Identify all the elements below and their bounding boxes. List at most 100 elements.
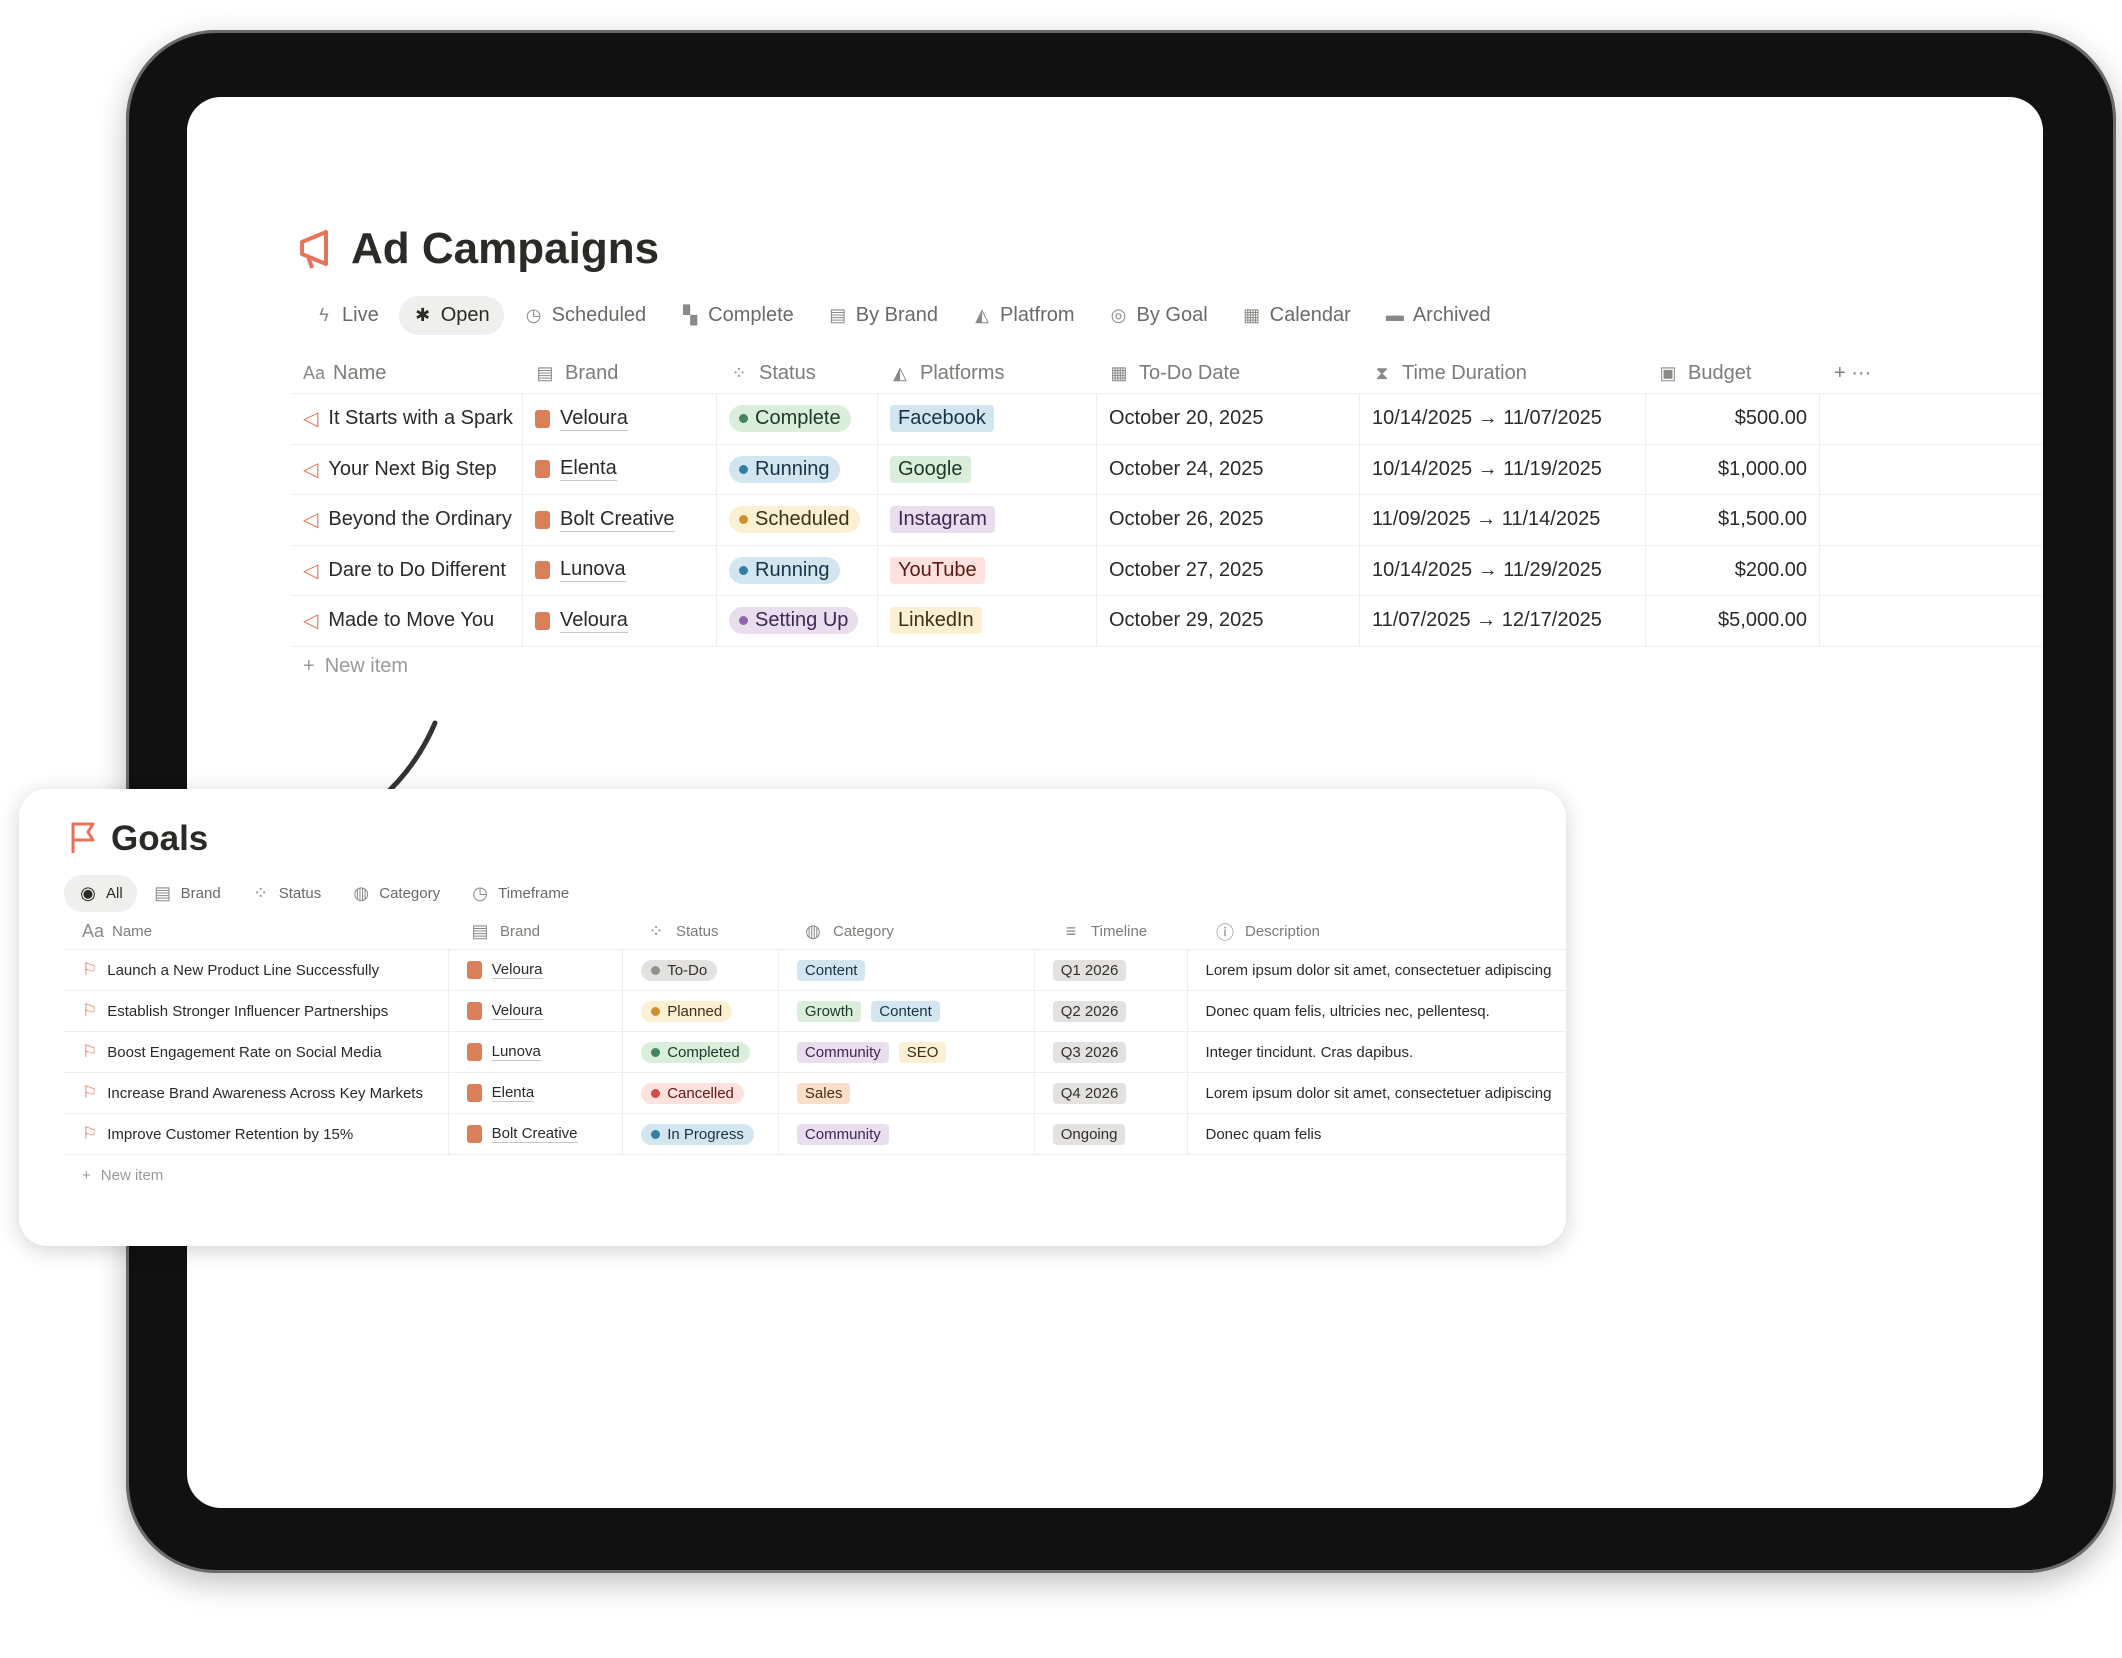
new-item-button[interactable]: + New item: [82, 1167, 163, 1184]
brand-cell[interactable]: Bolt Creative: [449, 1114, 624, 1154]
column-header-status[interactable]: ⁘ Status: [628, 911, 785, 952]
column-header-status[interactable]: ⁘ Status: [717, 348, 878, 399]
column-header-name[interactable]: Aa Name: [291, 348, 523, 399]
column-header-brand[interactable]: ▤ Brand: [523, 348, 717, 399]
description-cell[interactable]: Lorem ipsum dolor sit amet, consectetuer…: [1188, 950, 1567, 990]
column-header-name[interactable]: Aa Name: [64, 911, 452, 952]
name-cell[interactable]: ◁ It Starts with a Spark: [291, 394, 523, 444]
status-cell[interactable]: Cancelled: [623, 1073, 779, 1113]
brand-cell[interactable]: Veloura: [449, 991, 624, 1031]
tab-status[interactable]: ⁘ Status: [237, 875, 336, 912]
tab-timeframe[interactable]: ◷ Timeframe: [456, 875, 583, 912]
column-header-description[interactable]: ⓘ Description: [1197, 911, 1566, 952]
todo-date-cell[interactable]: October 26, 2025: [1097, 495, 1360, 545]
column-header-platforms[interactable]: ◭ Platforms: [878, 348, 1097, 399]
duration-cell[interactable]: 10/14/2025 → 11/07/2025: [1360, 394, 1646, 444]
table-row[interactable]: ⚐ Launch a New Product Line Successfully V…: [64, 949, 1566, 990]
status-cell[interactable]: Running: [717, 444, 878, 494]
timeline-cell[interactable]: Ongoing: [1035, 1114, 1188, 1154]
platform-cell[interactable]: Google: [878, 444, 1097, 494]
status-cell[interactable]: In Progress: [623, 1114, 779, 1154]
table-row[interactable]: ◁ Beyond the Ordinary Bolt Creative Schedul…: [291, 494, 2043, 545]
status-cell[interactable]: Complete: [717, 394, 878, 444]
status-cell[interactable]: To-Do: [623, 950, 779, 990]
tab-brand[interactable]: ▤ Brand: [139, 875, 235, 912]
table-row[interactable]: ⚐ Boost Engagement Rate on Social Media Lu…: [64, 1031, 1566, 1072]
tab-by-goal[interactable]: ◎ By Goal: [1095, 296, 1222, 335]
name-cell[interactable]: ⚐ Boost Engagement Rate on Social Media: [64, 1032, 449, 1072]
tab-calendar[interactable]: ▦ Calendar: [1228, 296, 1365, 335]
brand-cell[interactable]: Veloura: [449, 950, 624, 990]
name-cell[interactable]: ◁ Dare to Do Different: [291, 545, 523, 595]
duration-cell[interactable]: 10/14/2025 → 11/29/2025: [1360, 545, 1646, 595]
description-cell[interactable]: Donec quam felis: [1188, 1114, 1567, 1154]
status-cell[interactable]: Setting Up: [717, 596, 878, 646]
budget-cell[interactable]: $200.00: [1646, 545, 1820, 595]
tab-all[interactable]: ◉ All: [64, 875, 137, 912]
tab-scheduled[interactable]: ◷ Scheduled: [510, 296, 661, 335]
category-cell[interactable]: Sales: [779, 1073, 1035, 1113]
table-row[interactable]: ◁ It Starts with a Spark Veloura Complete Fa…: [291, 393, 2043, 444]
name-cell[interactable]: ◁ Your Next Big Step: [291, 444, 523, 494]
brand-link[interactable]: Bolt Creative: [491, 1125, 578, 1143]
category-cell[interactable]: Community: [779, 1114, 1035, 1154]
status-cell[interactable]: Planned: [623, 991, 779, 1031]
brand-link[interactable]: Elenta: [560, 457, 617, 482]
budget-cell[interactable]: $5,000.00: [1646, 596, 1820, 646]
brand-cell[interactable]: Bolt Creative: [523, 495, 717, 545]
platform-cell[interactable]: YouTube: [878, 545, 1097, 595]
budget-cell[interactable]: $500.00: [1646, 394, 1820, 444]
table-row[interactable]: ◁ Dare to Do Different Lunova Running YouTub…: [291, 544, 2043, 595]
column-header-category[interactable]: ◍ Category: [785, 911, 1043, 952]
duration-cell[interactable]: 11/07/2025 → 12/17/2025: [1360, 596, 1646, 646]
budget-cell[interactable]: $1,500.00: [1646, 495, 1820, 545]
brand-cell[interactable]: Elenta: [523, 444, 717, 494]
brand-link[interactable]: Lunova: [560, 558, 626, 583]
status-cell[interactable]: Running: [717, 545, 878, 595]
tab-archived[interactable]: ▬ Archived: [1371, 296, 1505, 335]
description-cell[interactable]: Integer tincidunt. Cras dapibus.: [1188, 1032, 1567, 1072]
table-row[interactable]: ⚐ Establish Stronger Influencer Partnersh…: [64, 990, 1566, 1031]
brand-cell[interactable]: Veloura: [523, 596, 717, 646]
table-row[interactable]: ◁ Made to Move You Veloura Setting Up Linked…: [291, 595, 2043, 646]
category-cell[interactable]: Community SEO: [779, 1032, 1035, 1072]
category-cell[interactable]: Content: [779, 950, 1035, 990]
duration-cell[interactable]: 11/09/2025 → 11/14/2025: [1360, 495, 1646, 545]
platform-cell[interactable]: Instagram: [878, 495, 1097, 545]
category-cell[interactable]: Growth Content: [779, 991, 1035, 1031]
brand-link[interactable]: Veloura: [491, 961, 543, 979]
name-cell[interactable]: ⚐ Improve Customer Retention by 15%: [64, 1114, 449, 1154]
name-cell[interactable]: ◁ Beyond the Ordinary: [291, 495, 523, 545]
name-cell[interactable]: ⚐ Increase Brand Awareness Across Key Mar…: [64, 1073, 449, 1113]
column-header-timeline[interactable]: ≡ Timeline: [1043, 911, 1197, 952]
status-cell[interactable]: Completed: [623, 1032, 779, 1072]
duration-cell[interactable]: 10/14/2025 → 11/19/2025: [1360, 444, 1646, 494]
column-header-time-duration[interactable]: ⧗ Time Duration: [1360, 348, 1646, 399]
todo-date-cell[interactable]: October 27, 2025: [1097, 545, 1360, 595]
brand-link[interactable]: Lunova: [491, 1043, 541, 1061]
name-cell[interactable]: ◁ Made to Move You: [291, 596, 523, 646]
description-cell[interactable]: Lorem ipsum dolor sit amet, consectetuer…: [1188, 1073, 1567, 1113]
table-row[interactable]: ⚐ Improve Customer Retention by 15% Bolt C…: [64, 1113, 1566, 1154]
budget-cell[interactable]: $1,000.00: [1646, 444, 1820, 494]
todo-date-cell[interactable]: October 29, 2025: [1097, 596, 1360, 646]
brand-cell[interactable]: Veloura: [523, 394, 717, 444]
name-cell[interactable]: ⚐ Launch a New Product Line Successfully: [64, 950, 449, 990]
description-cell[interactable]: Donec quam felis, ultricies nec, pellent…: [1188, 991, 1567, 1031]
add-column-button[interactable]: + ···: [1834, 361, 1872, 384]
tab-category[interactable]: ◍ Category: [337, 875, 454, 912]
platform-cell[interactable]: Facebook: [878, 394, 1097, 444]
timeline-cell[interactable]: Q3 2026: [1035, 1032, 1188, 1072]
column-header-budget[interactable]: ▣ Budget: [1646, 348, 1820, 399]
brand-cell[interactable]: Lunova: [523, 545, 717, 595]
timeline-cell[interactable]: Q4 2026: [1035, 1073, 1188, 1113]
timeline-cell[interactable]: Q1 2026: [1035, 950, 1188, 990]
table-row[interactable]: ⚐ Increase Brand Awareness Across Key Mar…: [64, 1072, 1566, 1113]
status-cell[interactable]: Scheduled: [717, 495, 878, 545]
column-header-brand[interactable]: ▤ Brand: [452, 911, 628, 952]
table-row[interactable]: ◁ Your Next Big Step Elenta Running Google Oc…: [291, 443, 2043, 494]
tab-by-brand[interactable]: ▤ By Brand: [814, 296, 952, 335]
platform-cell[interactable]: LinkedIn: [878, 596, 1097, 646]
tab-open[interactable]: ✱ Open: [398, 296, 504, 335]
todo-date-cell[interactable]: October 20, 2025: [1097, 394, 1360, 444]
